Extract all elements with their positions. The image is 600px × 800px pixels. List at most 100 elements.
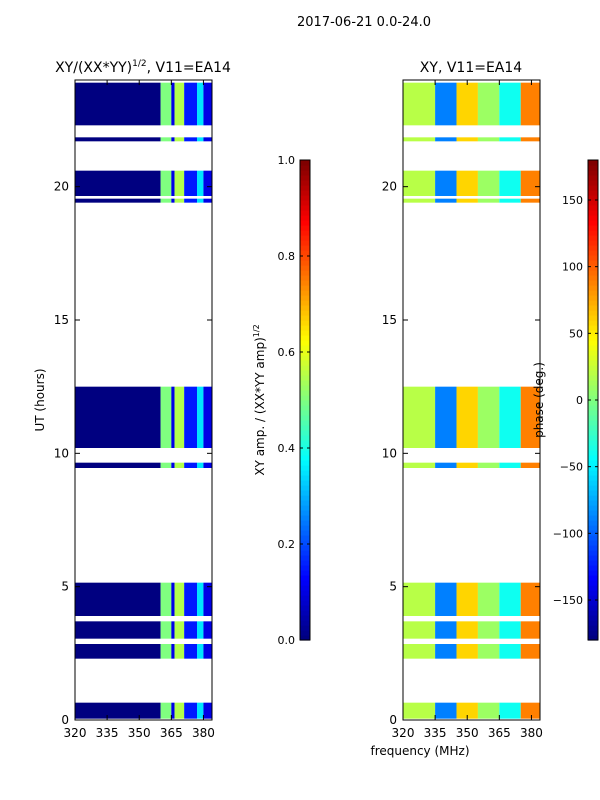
- heatmap-cell: [403, 82, 436, 126]
- shared-x-axis-label: frequency (MHz): [370, 744, 469, 758]
- x-tick-label: 380: [520, 726, 543, 740]
- heatmap-cell: [171, 137, 175, 142]
- panel-title-tail: , V11=EA14: [147, 60, 231, 76]
- x-tick-label: 320: [392, 726, 415, 740]
- colorbar-segment: [300, 485, 310, 491]
- heatmap-cell: [174, 82, 185, 126]
- heatmap-cell: [499, 137, 521, 142]
- colorbar-segment: [588, 210, 598, 216]
- heatmap-cell: [477, 621, 500, 639]
- colorbar-segment: [300, 250, 310, 256]
- y-tick-label: 10: [54, 446, 69, 460]
- colorbar-segment: [588, 270, 598, 276]
- y-tick-label: 5: [389, 580, 397, 594]
- colorbar-segment: [300, 170, 310, 176]
- colorbar-segment: [588, 470, 598, 476]
- heatmap-cell: [499, 644, 521, 659]
- colorbar-segment: [300, 580, 310, 586]
- colorbar-segment: [588, 605, 598, 611]
- colorbar-segment: [300, 360, 310, 366]
- heatmap-cell: [184, 170, 198, 196]
- colorbar-segment: [588, 220, 598, 226]
- colorbar-segment: [300, 310, 310, 316]
- heatmap-cells: [75, 82, 212, 719]
- colorbar-segment: [300, 345, 310, 351]
- colorbar-segment: [300, 605, 310, 611]
- colorbar-segment: [588, 355, 598, 361]
- heatmap-cell: [75, 386, 161, 448]
- heatmap-cell: [160, 702, 172, 719]
- colorbar-segment: [588, 305, 598, 311]
- colorbar-segment: [300, 610, 310, 616]
- colorbar-segment: [588, 255, 598, 261]
- heatmap-cell: [197, 386, 204, 448]
- heatmap-cell: [203, 621, 212, 639]
- heatmap-cell: [520, 170, 540, 196]
- colorbar-segment: [588, 290, 598, 296]
- colorbar-segment: [588, 375, 598, 381]
- y-tick-label: 10: [382, 446, 397, 460]
- heatmap-cell: [75, 582, 161, 616]
- colorbar-segment: [588, 385, 598, 391]
- colorbar-segment: [588, 500, 598, 506]
- heatmap-cell: [203, 137, 212, 142]
- colorbar-segment: [300, 330, 310, 336]
- colorbar-tick-label: 1.0: [278, 154, 296, 167]
- colorbar-segment: [300, 350, 310, 356]
- colorbar-segment: [588, 340, 598, 346]
- colorbar-segment: [588, 350, 598, 356]
- y-tick-label: 0: [61, 713, 69, 727]
- heatmap-cell: [75, 82, 161, 126]
- heatmap-cell: [184, 644, 198, 659]
- heatmap-cell: [184, 702, 198, 719]
- colorbar-segment: [588, 460, 598, 466]
- heatmap-cell: [75, 702, 161, 719]
- heatmap-cell: [403, 702, 436, 719]
- heatmap-cell: [403, 644, 436, 659]
- colorbar-segment: [588, 515, 598, 521]
- heatmap-cell: [174, 137, 185, 142]
- colorbar-segment: [588, 280, 598, 286]
- colorbar-segment: [588, 235, 598, 241]
- heatmap-cell: [197, 137, 204, 142]
- colorbar-segment: [588, 380, 598, 386]
- colorbar-segment: [300, 315, 310, 321]
- colorbar-tick-label: −50: [560, 461, 583, 474]
- colorbar-segment: [588, 390, 598, 396]
- colorbar-segment: [588, 550, 598, 556]
- colorbar-segment: [300, 465, 310, 471]
- y-tick-label: 20: [382, 180, 397, 194]
- colorbar-segment: [300, 340, 310, 346]
- heatmap-cell: [435, 702, 457, 719]
- heatmap-cell: [520, 137, 540, 142]
- heatmap-cell: [75, 644, 161, 659]
- colorbar-segment: [300, 210, 310, 216]
- colorbar-segment: [588, 320, 598, 326]
- heatmap-cell: [184, 198, 198, 203]
- heatmap-cell: [184, 137, 198, 142]
- colorbar-tick-label: 0.0: [278, 634, 296, 647]
- colorbar-segment: [300, 500, 310, 506]
- colorbar-segment: [588, 610, 598, 616]
- colorbar-segment: [588, 540, 598, 546]
- heatmap-cell: [174, 462, 185, 468]
- colorbar-segment: [588, 555, 598, 561]
- colorbar-segment: [588, 225, 598, 231]
- colorbar-segment: [300, 415, 310, 421]
- colorbar-segment: [588, 415, 598, 421]
- heatmap-cell: [499, 462, 521, 468]
- heatmap-cell: [160, 462, 172, 468]
- heatmap-cell: [520, 621, 540, 639]
- heatmap-cell: [456, 644, 478, 659]
- colorbar-segment: [300, 445, 310, 451]
- colorbar-segment: [588, 545, 598, 551]
- heatmap-cell: [184, 386, 198, 448]
- heatmap-cell: [520, 386, 540, 448]
- colorbar-segment: [300, 540, 310, 546]
- colorbar-segment: [300, 595, 310, 601]
- colorbar-segment: [588, 580, 598, 586]
- heatmap-cell: [456, 462, 478, 468]
- colorbar: −150 −100 −50 0 50 100 150 phase (deg.): [532, 159, 599, 641]
- heatmap-cell: [160, 82, 172, 126]
- colorbar-segment: [300, 480, 310, 486]
